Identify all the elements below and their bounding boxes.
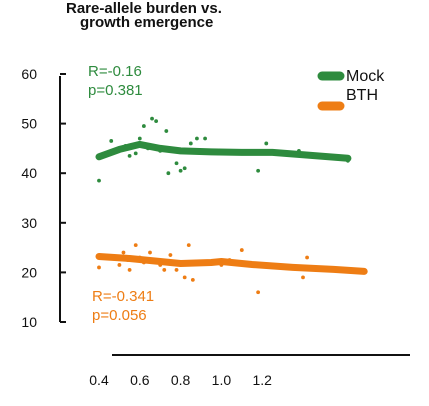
bth-trend-line bbox=[95, 253, 368, 275]
mock-data-point bbox=[164, 129, 169, 133]
mock-data-point bbox=[166, 171, 171, 176]
bth-p-value: p=0.056 bbox=[92, 307, 147, 324]
mock-data-point bbox=[195, 136, 199, 141]
mock-data-point bbox=[256, 168, 261, 173]
mock-data-point bbox=[264, 141, 269, 146]
bth-data-point bbox=[117, 263, 122, 267]
y-tick-label: 40 bbox=[21, 165, 37, 181]
bth-data-point bbox=[182, 275, 187, 280]
mock-data-point bbox=[141, 124, 146, 128]
bth-data-point bbox=[168, 253, 173, 257]
mock-trend-line bbox=[95, 140, 352, 162]
mock-data-point bbox=[133, 151, 138, 156]
mock-data-point bbox=[127, 153, 132, 158]
mock-data-point bbox=[97, 178, 101, 183]
bth-data-point bbox=[121, 250, 126, 255]
mock-data-point bbox=[109, 139, 114, 143]
mock-data-point bbox=[203, 136, 207, 141]
x-tick-label: 1.0 bbox=[212, 372, 232, 388]
bth-data-point bbox=[190, 277, 195, 282]
bth-data-point bbox=[186, 243, 191, 248]
bth-data-point bbox=[305, 255, 309, 260]
mock-data-point bbox=[154, 119, 159, 124]
bth-data-point bbox=[162, 268, 167, 272]
mock-p-value: p=0.381 bbox=[88, 82, 143, 99]
legend: Mock BTH bbox=[317, 68, 385, 111]
bth-data-point bbox=[133, 243, 138, 248]
bth-data-point bbox=[239, 248, 244, 252]
y-tick-label: 20 bbox=[21, 264, 37, 280]
series-layer bbox=[95, 116, 368, 295]
y-tick-label: 10 bbox=[21, 314, 37, 330]
bth-r-value: R=-0.341 bbox=[92, 288, 154, 305]
y-axis-ticks: 10 20 30 40 50 60 bbox=[21, 66, 66, 330]
mock-data-point bbox=[178, 168, 183, 173]
mock-r-value: R=-0.16 bbox=[88, 63, 142, 80]
mock-data-point bbox=[150, 116, 154, 121]
mock-data-point bbox=[174, 161, 179, 166]
bth-data-point bbox=[127, 268, 132, 272]
x-tick-label: 0.8 bbox=[171, 372, 191, 388]
mock-data-point bbox=[182, 166, 187, 171]
mock-data-point bbox=[137, 136, 142, 141]
bth-data-point bbox=[148, 250, 152, 255]
y-tick-label: 30 bbox=[21, 215, 37, 231]
legend-label-bth: BTH bbox=[346, 87, 378, 104]
bth-data-point bbox=[256, 290, 261, 295]
y-tick-label: 50 bbox=[21, 116, 37, 132]
bth-data-point bbox=[97, 265, 101, 270]
y-tick-label: 60 bbox=[21, 66, 37, 82]
x-tick-label: 0.4 bbox=[89, 372, 109, 388]
x-tick-label: 1.2 bbox=[252, 372, 272, 388]
x-axis-ticks: 0.4 0.6 0.8 1.0 1.2 bbox=[89, 372, 272, 388]
x-tick-label: 0.6 bbox=[130, 372, 150, 388]
chart-title-line-1: Rare-allele burden vs. bbox=[66, 0, 222, 17]
bth-data-point bbox=[301, 275, 305, 280]
bth-data-point bbox=[174, 268, 179, 272]
chart-title-line-2: growth emergence bbox=[80, 14, 213, 31]
legend-label-mock: Mock bbox=[346, 68, 385, 85]
mock-data-point bbox=[188, 141, 193, 146]
